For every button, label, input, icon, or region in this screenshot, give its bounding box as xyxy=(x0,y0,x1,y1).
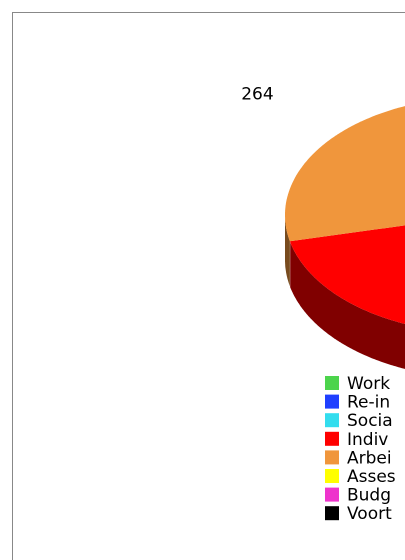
legend-swatch xyxy=(325,450,339,465)
data-label: 264 xyxy=(241,85,273,105)
legend-swatch xyxy=(325,487,339,502)
legend-label: Socia xyxy=(347,411,393,431)
legend-label: Budg xyxy=(347,486,391,506)
pie-side xyxy=(290,242,405,369)
pie-slice xyxy=(289,225,405,324)
legend-swatch xyxy=(325,394,339,409)
legend-label: Re-in xyxy=(347,393,390,413)
pie-side xyxy=(285,215,290,287)
legend-label: Work xyxy=(347,374,390,394)
pie-slice xyxy=(285,106,405,242)
legend-swatch xyxy=(325,469,339,483)
legend-swatch xyxy=(325,506,339,521)
legend-swatch xyxy=(325,413,339,428)
legend-label: Indiv xyxy=(347,430,388,450)
legend-label: Arbei xyxy=(347,448,392,468)
legend-label: Voort xyxy=(347,504,392,524)
legend-swatch xyxy=(325,376,339,390)
legend-label: Asses xyxy=(347,467,396,487)
legend-swatch xyxy=(325,431,339,446)
